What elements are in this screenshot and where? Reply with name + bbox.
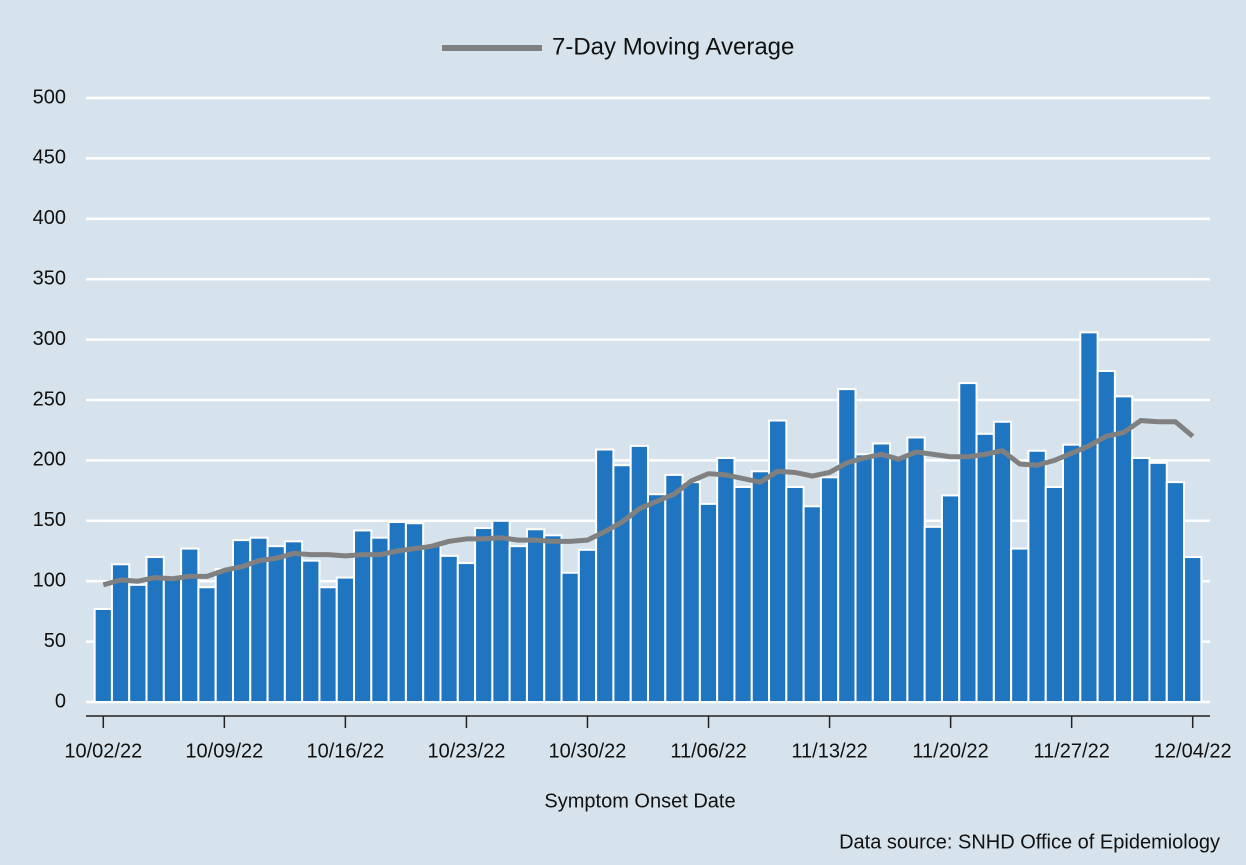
bar — [110, 563, 131, 704]
bar — [474, 527, 494, 703]
x-tick-label: 10/09/22 — [185, 740, 263, 762]
y-tick-label: 500 — [33, 86, 66, 108]
moving-average-line — [102, 418, 1195, 588]
bar — [491, 519, 511, 703]
bar — [1027, 449, 1047, 703]
bar — [992, 420, 1013, 703]
bar — [180, 547, 200, 703]
bar — [681, 481, 701, 704]
bar — [698, 502, 719, 703]
bar — [1044, 485, 1065, 704]
y-tick-label: 100 — [33, 569, 66, 591]
bar — [1131, 456, 1151, 704]
y-tick-label: 300 — [33, 328, 66, 350]
bar — [93, 607, 113, 704]
x-axis-title: Symptom Onset Date — [544, 790, 735, 812]
bar — [940, 494, 961, 703]
bar — [543, 534, 563, 704]
bar — [318, 586, 338, 703]
y-tick-label: 350 — [33, 267, 66, 289]
bar — [871, 442, 892, 703]
bar — [197, 586, 217, 703]
x-tick-label: 11/06/22 — [670, 740, 746, 762]
bar — [889, 455, 909, 703]
bar — [1165, 481, 1186, 704]
y-tick-label: 50 — [44, 630, 66, 652]
bar — [837, 388, 857, 703]
bar — [370, 536, 390, 703]
x-tick-label: 11/13/22 — [791, 740, 867, 762]
y-tick-label: 400 — [33, 207, 66, 229]
y-tick-label: 0 — [55, 690, 66, 712]
y-tick-label: 450 — [33, 147, 66, 169]
bar — [283, 540, 304, 703]
bar — [958, 382, 978, 703]
y-tick-label: 200 — [33, 449, 66, 471]
bar — [923, 525, 943, 704]
x-tick-label: 10/02/22 — [64, 740, 142, 762]
bar — [716, 456, 736, 704]
bar — [612, 464, 632, 703]
bar — [1113, 395, 1134, 703]
source-note: Data source: SNHD Office of Epidemiology — [839, 831, 1220, 853]
bar — [1183, 556, 1203, 703]
bar — [802, 505, 822, 703]
legend-label: 7-Day Moving Average — [552, 33, 794, 60]
bar — [647, 493, 667, 703]
x-tick-label: 10/30/22 — [549, 740, 627, 762]
x-tick-label: 12/04/22 — [1154, 740, 1232, 762]
bar — [750, 470, 771, 703]
bar — [422, 543, 442, 704]
x-tick-label: 10/16/22 — [306, 740, 384, 762]
bar — [560, 571, 580, 704]
bar — [1148, 461, 1168, 704]
y-tick-label: 250 — [33, 388, 66, 410]
bar — [577, 548, 598, 703]
bar — [1010, 547, 1030, 703]
bar — [629, 444, 650, 703]
bar — [854, 453, 874, 703]
x-tick-label: 11/27/22 — [1033, 740, 1109, 762]
bar — [1096, 370, 1116, 703]
bar — [456, 562, 477, 704]
bar — [214, 568, 234, 703]
bar — [508, 545, 528, 704]
bar — [1062, 443, 1082, 703]
x-tick-label: 10/23/22 — [428, 740, 506, 762]
bar — [768, 419, 788, 703]
y-tick-label: 150 — [33, 509, 66, 531]
bar — [595, 448, 615, 704]
bar — [301, 559, 321, 703]
bar — [439, 554, 459, 703]
bar — [819, 476, 840, 704]
bar — [335, 576, 356, 703]
bar — [906, 436, 926, 703]
bar — [664, 473, 684, 703]
x-tick-label: 11/20/22 — [912, 740, 988, 762]
bar — [162, 577, 183, 703]
bar — [1079, 331, 1099, 703]
bar — [266, 545, 286, 704]
bar — [733, 485, 753, 704]
bar — [128, 583, 148, 703]
bar — [975, 432, 995, 703]
bar — [785, 485, 805, 704]
bar — [525, 528, 546, 703]
